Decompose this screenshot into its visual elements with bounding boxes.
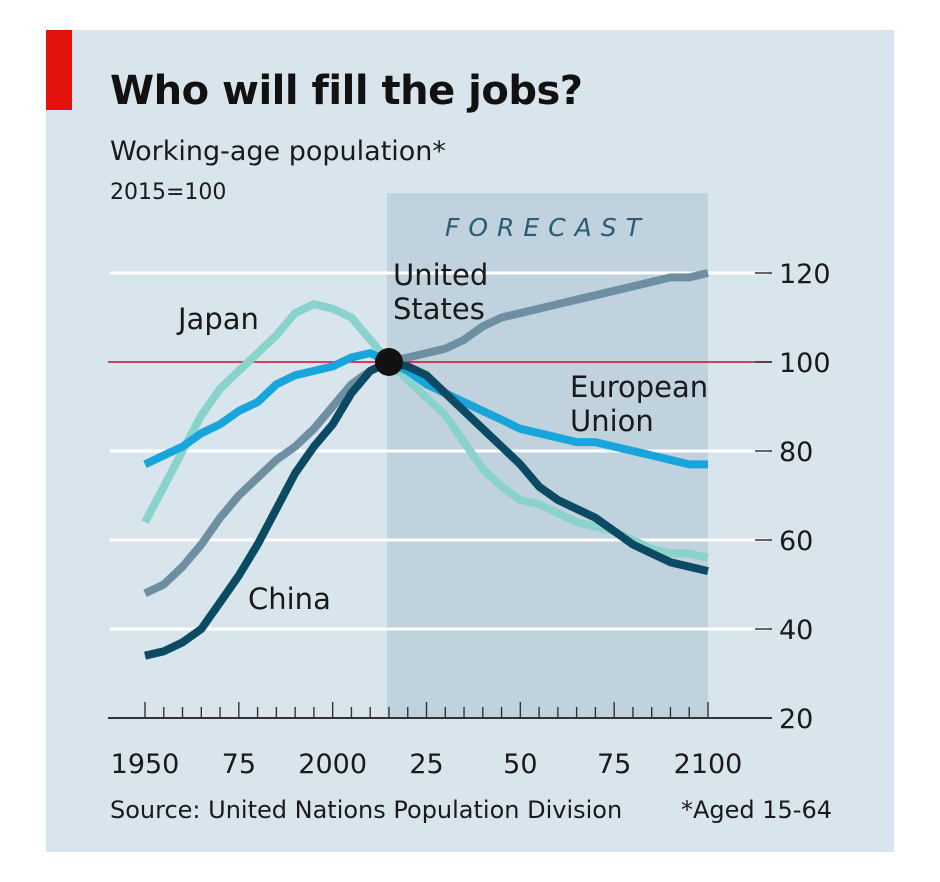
- chart-subtitle: Working-age population*: [110, 136, 446, 167]
- index-note: 2015=100: [110, 180, 227, 205]
- series-label-european-union: European Union: [570, 370, 708, 438]
- series-label-china: China: [248, 582, 331, 616]
- y-tick-label-20: 20: [779, 704, 813, 735]
- y-tick-label-60: 60: [779, 526, 813, 557]
- series-label-line: China: [248, 582, 331, 616]
- series-label-line: European: [570, 370, 708, 404]
- x-tick-label-2000: 2000: [298, 749, 367, 780]
- y-tick-label-100: 100: [779, 348, 831, 379]
- forecast-label: FORECAST: [445, 213, 650, 242]
- series-line-united-states: [143, 269, 709, 598]
- x-tick-label-1950: 1950: [111, 749, 180, 780]
- series-line-china: [144, 358, 709, 660]
- x-tick-label-2050: 50: [503, 749, 537, 780]
- y-tick-label-120: 120: [779, 259, 831, 290]
- chart-title: Who will fill the jobs?: [110, 68, 583, 114]
- source-note: Source: United Nations Population Divisi…: [110, 796, 623, 824]
- y-tick-label-40: 40: [779, 615, 813, 646]
- series-label-line: States: [393, 292, 485, 326]
- series-label-japan: Japan: [176, 302, 259, 336]
- series-label-line: Japan: [176, 302, 259, 336]
- x-tick-label-1975: 75: [222, 749, 256, 780]
- series-label-united-states: United States: [393, 258, 488, 326]
- x-tick-label-2075: 75: [597, 749, 631, 780]
- series-label-line: United: [393, 258, 488, 292]
- footnote: *Aged 15-64: [680, 796, 832, 824]
- base-point-marker: [374, 348, 403, 376]
- red-accent-tab: [46, 30, 72, 110]
- x-tick-label-2025: 25: [409, 749, 443, 780]
- series-line-european-union: [143, 349, 708, 469]
- x-tick-label-2100: 2100: [674, 749, 743, 780]
- y-tick-label-80: 80: [779, 437, 813, 468]
- series-label-line: Union: [570, 404, 654, 438]
